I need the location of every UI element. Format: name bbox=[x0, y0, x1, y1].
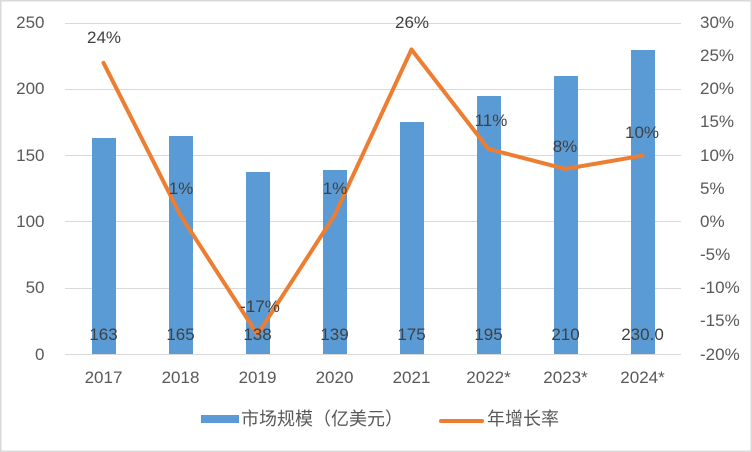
line-value-label: -17% bbox=[240, 296, 280, 316]
category-label-2018: 2018 bbox=[161, 368, 200, 387]
gridline bbox=[65, 221, 681, 223]
gridline bbox=[65, 155, 681, 157]
left-axis-tick-label: 150 bbox=[16, 145, 45, 165]
left-axis-tick-label: 50 bbox=[25, 278, 45, 298]
line-value-label: 1% bbox=[322, 179, 348, 199]
bar-value-label: 163 bbox=[89, 324, 118, 344]
category-label-2023*: 2023* bbox=[543, 368, 588, 387]
bar-2021 bbox=[399, 122, 424, 355]
bar-2023* bbox=[553, 76, 578, 355]
bar-value-label: 230.0 bbox=[621, 324, 664, 344]
bar-2024* bbox=[630, 49, 655, 355]
line-value-label: 1% bbox=[168, 179, 194, 199]
bar-2022* bbox=[476, 95, 501, 355]
right-axis-tick-label: -5% bbox=[700, 245, 731, 265]
line-value-label: 11% bbox=[474, 111, 508, 131]
category-label-2017: 2017 bbox=[84, 368, 123, 387]
gridline bbox=[65, 287, 681, 289]
bar-2017 bbox=[91, 138, 116, 355]
line-value-label: 8% bbox=[552, 137, 578, 157]
gridline bbox=[65, 88, 681, 90]
legend-bar-swatch bbox=[201, 414, 239, 423]
right-axis-tick-label: 0% bbox=[700, 211, 725, 231]
right-axis-tick-label: -20% bbox=[700, 344, 740, 364]
line-value-label: 26% bbox=[394, 13, 430, 33]
left-axis-tick-label: 250 bbox=[16, 13, 45, 32]
left-axis-tick-label: 0 bbox=[35, 344, 45, 364]
bar-value-label: 210 bbox=[551, 324, 580, 344]
gridline bbox=[65, 22, 681, 24]
right-axis-tick-label: 5% bbox=[700, 178, 725, 198]
left-axis-tick-label: 100 bbox=[16, 211, 45, 231]
gridline bbox=[65, 354, 681, 355]
bar-value-label: 138 bbox=[243, 324, 272, 344]
bar-value-label: 195 bbox=[474, 324, 503, 344]
category-label-2019: 2019 bbox=[238, 368, 277, 387]
right-axis-tick-label: 10% bbox=[700, 145, 735, 165]
right-axis-tick-label: 25% bbox=[700, 46, 735, 66]
bar-value-label: 139 bbox=[320, 324, 349, 344]
bar-value-label: 165 bbox=[166, 324, 195, 344]
legend-line-swatch bbox=[439, 418, 484, 423]
right-axis-tick-label: -15% bbox=[700, 311, 740, 331]
category-label-2020: 2020 bbox=[315, 368, 354, 387]
bar-2018 bbox=[168, 135, 193, 355]
category-label-2022*: 2022* bbox=[466, 368, 511, 387]
right-axis-tick-label: 15% bbox=[700, 112, 735, 132]
right-axis-tick-label: -10% bbox=[700, 278, 740, 298]
left-axis-tick-label: 200 bbox=[16, 79, 45, 99]
category-label-2024*: 2024* bbox=[620, 368, 665, 387]
bar-value-label: 175 bbox=[397, 324, 426, 344]
line-value-label: 10% bbox=[624, 122, 660, 142]
legend-line-series-label: 年增长率 bbox=[487, 408, 559, 429]
right-axis-tick-label: 30% bbox=[700, 13, 735, 32]
line-value-label: 24% bbox=[86, 28, 122, 48]
right-axis-tick-label: 20% bbox=[700, 79, 735, 99]
category-label-2021: 2021 bbox=[392, 368, 431, 387]
legend-bar-series-label: 市场规模（亿美元） bbox=[241, 408, 403, 429]
